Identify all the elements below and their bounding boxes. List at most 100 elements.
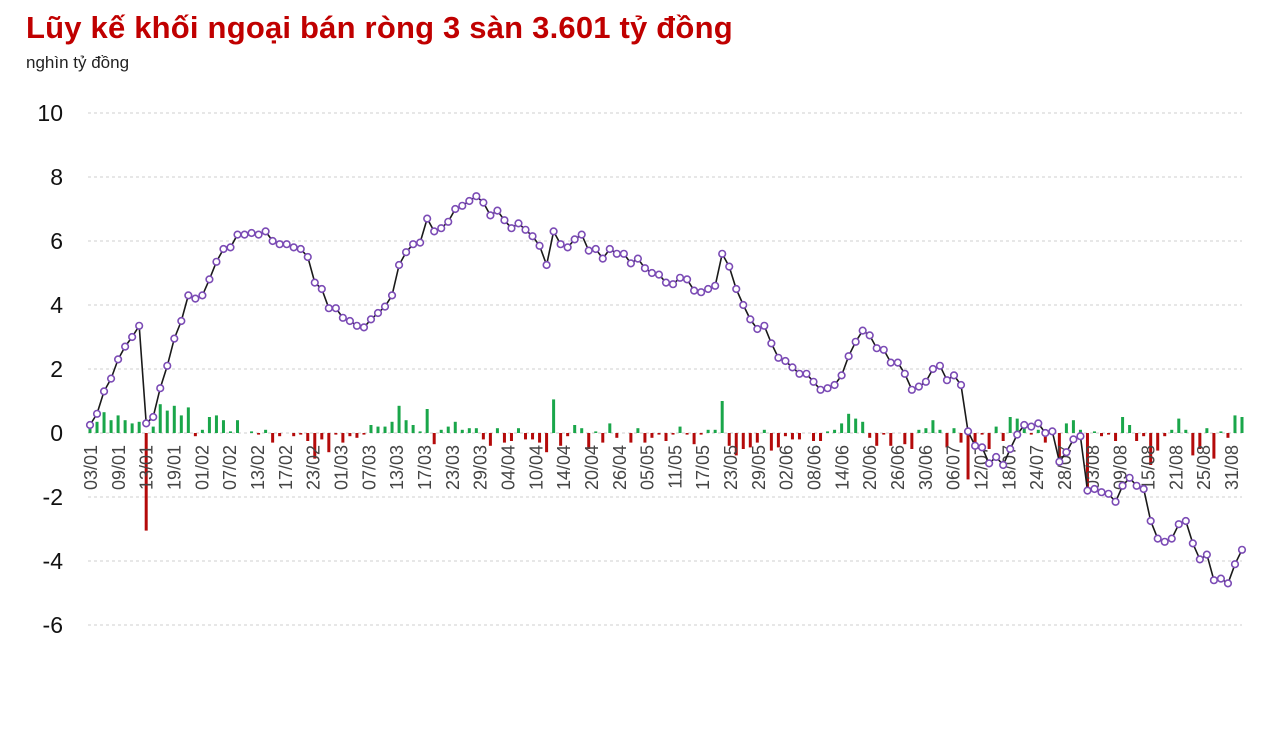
daily-bar xyxy=(861,421,865,433)
daily-bar xyxy=(348,433,352,437)
line-point xyxy=(942,376,952,385)
line-point xyxy=(409,240,418,249)
daily-bar xyxy=(545,433,549,453)
line-point xyxy=(1076,432,1085,441)
line-point xyxy=(1118,481,1127,490)
line-point xyxy=(640,264,650,273)
daily-bar xyxy=(116,415,120,433)
line-point xyxy=(430,227,439,236)
daily-bar xyxy=(587,433,591,449)
line-point xyxy=(872,344,881,353)
daily-bar xyxy=(95,421,99,433)
x-tick-label: 07/03 xyxy=(359,445,379,490)
daily-bar xyxy=(980,433,984,435)
daily-bar xyxy=(797,433,801,440)
line-point xyxy=(296,244,305,254)
line-point xyxy=(654,270,664,279)
line-point xyxy=(809,377,818,386)
daily-bar xyxy=(102,412,106,433)
daily-bar xyxy=(369,425,373,433)
daily-bar xyxy=(994,426,998,433)
daily-bar xyxy=(699,433,703,435)
line-point xyxy=(465,196,474,206)
line-point xyxy=(261,227,270,236)
daily-bar xyxy=(144,433,148,531)
daily-bar xyxy=(495,428,499,433)
daily-bar xyxy=(790,433,794,440)
x-tick-label: 21/08 xyxy=(1166,445,1186,490)
daily-bar xyxy=(783,433,787,437)
daily-bar xyxy=(615,433,619,438)
x-tick-label: 13/03 xyxy=(387,445,407,490)
daily-bar xyxy=(236,420,240,433)
daily-bar xyxy=(1064,423,1068,433)
line-point xyxy=(535,241,544,250)
daily-bar xyxy=(903,433,907,445)
x-tick-label: 11/05 xyxy=(665,445,685,489)
daily-bar xyxy=(671,433,675,435)
line-point xyxy=(956,380,966,390)
x-tick-label: 03/01 xyxy=(81,445,101,490)
daily-bar xyxy=(847,413,851,433)
daily-bar xyxy=(854,418,858,433)
line-point xyxy=(317,284,326,294)
line-point xyxy=(444,217,453,226)
daily-bar xyxy=(713,429,717,433)
daily-bar xyxy=(608,423,612,433)
x-axis-ticks: 03/01 09/01 13/01 19/01 01/02 07/02 13/02 17/02… xyxy=(81,445,1242,490)
daily-bar xyxy=(460,429,464,433)
line-point xyxy=(479,198,488,207)
line-point xyxy=(458,201,467,210)
line-point xyxy=(135,321,144,330)
daily-bar xyxy=(1163,433,1167,437)
line-point xyxy=(359,323,369,332)
line-point xyxy=(668,280,678,289)
x-tick-label: 13/01 xyxy=(137,445,157,490)
daily-bar xyxy=(1135,433,1139,441)
daily-bar xyxy=(559,433,563,446)
daily-bar xyxy=(502,433,506,443)
x-tick-label: 29/03 xyxy=(471,445,491,490)
line-point xyxy=(338,313,347,322)
daily-bar xyxy=(601,433,605,443)
line-point xyxy=(767,339,776,348)
line-point xyxy=(423,214,432,223)
daily-bar xyxy=(664,433,668,441)
line-point xyxy=(802,369,811,378)
line-point xyxy=(268,236,277,246)
daily-bar xyxy=(123,420,127,433)
line-point xyxy=(549,227,558,236)
line-point xyxy=(1139,484,1148,494)
line-point xyxy=(1055,457,1064,466)
gridlines xyxy=(88,112,1242,626)
line-point xyxy=(1048,427,1057,436)
daily-bar xyxy=(109,420,113,433)
y-axis-ticks: 10 8 6 4 2 0 -2 -4 -6 xyxy=(37,100,63,638)
daily-bar xyxy=(762,429,766,433)
daily-bar xyxy=(1057,433,1061,462)
daily-bar xyxy=(376,426,380,433)
daily-bar xyxy=(228,431,232,433)
x-tick-label: 18/07 xyxy=(999,445,1019,490)
daily-bar xyxy=(875,433,879,446)
line-point xyxy=(289,243,298,252)
daily-bar xyxy=(1226,433,1230,438)
line-point xyxy=(149,412,158,422)
line-point xyxy=(570,235,579,244)
daily-bar xyxy=(678,426,682,433)
y-tick-label: -4 xyxy=(43,548,64,574)
daily-bar xyxy=(938,429,942,433)
y-tick-label: 0 xyxy=(50,420,63,446)
line-point xyxy=(507,224,516,233)
daily-bar xyxy=(720,401,724,433)
line-point xyxy=(598,254,607,263)
line-point xyxy=(1083,486,1092,495)
x-tick-label: 30/06 xyxy=(916,445,936,490)
x-tick-label: 31/08 xyxy=(1222,445,1242,490)
line-point xyxy=(619,249,628,258)
daily-bar xyxy=(1078,429,1082,433)
daily-bar xyxy=(264,429,268,433)
line-point xyxy=(682,275,692,284)
line-point xyxy=(788,363,797,372)
line-point xyxy=(577,230,586,239)
